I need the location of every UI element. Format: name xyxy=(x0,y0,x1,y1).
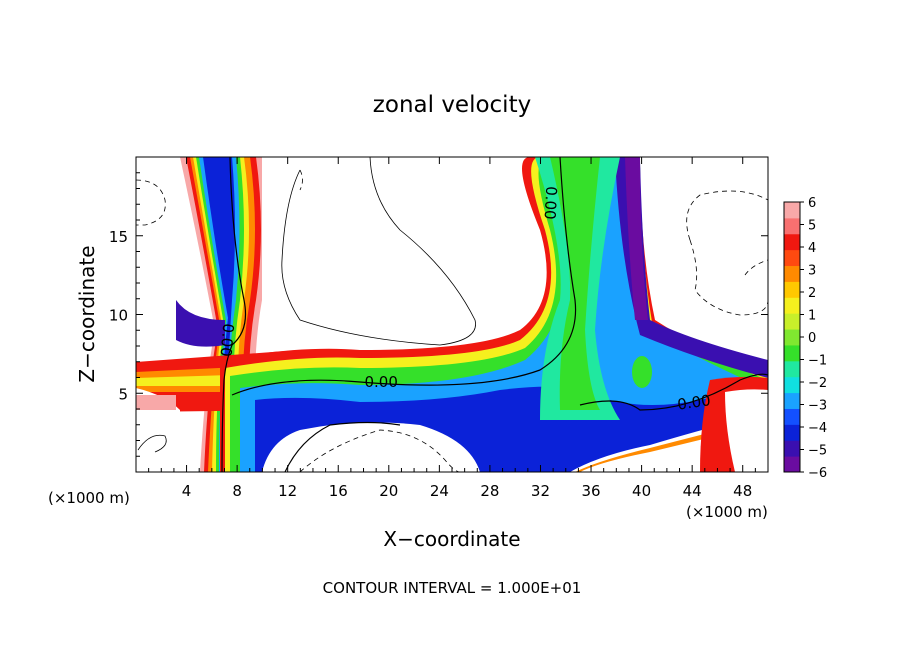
colorbar-swatch xyxy=(784,344,800,362)
x-axis-label: X−coordinate xyxy=(383,527,520,551)
velocity-field xyxy=(136,157,768,472)
colorbar-swatch xyxy=(784,281,800,298)
x-unit-right-label: (×1000 m) xyxy=(686,503,768,521)
colorbar-tick-label: 5 xyxy=(808,219,816,234)
colorbar-tick-label: 0 xyxy=(808,331,816,346)
colorbar-swatch xyxy=(784,249,800,267)
colorbar-swatch xyxy=(784,456,800,473)
colorbar-tick-label: −3 xyxy=(808,399,827,414)
colorbar-tick-label: −5 xyxy=(808,444,827,459)
x-tick-label: 40 xyxy=(632,482,651,500)
colorbar-swatch xyxy=(784,202,800,219)
colorbar-swatch xyxy=(784,297,800,314)
colorbar-swatch xyxy=(784,360,800,378)
colorbar-swatch xyxy=(784,217,800,235)
x-tick-label: 28 xyxy=(480,482,499,500)
colorbar-swatch xyxy=(784,265,800,282)
y-axis-label: Z−coordinate xyxy=(75,245,99,382)
y-tick-label: 5 xyxy=(118,385,128,403)
x-tick-label: 20 xyxy=(379,482,398,500)
x-tick-label: 32 xyxy=(531,482,550,500)
y-tick-label: 15 xyxy=(109,228,128,246)
colorbar-tick-label: 1 xyxy=(808,309,816,324)
colorbar: 6 5 4 3 2 1 0 −1 −2 −3 −4 −5 −6 xyxy=(783,196,827,481)
colorbar-swatch xyxy=(784,233,800,251)
colorbar-swatch xyxy=(784,408,800,425)
x-tick-label: 16 xyxy=(329,482,348,500)
contour-label: 0.00 xyxy=(541,186,561,220)
colorbar-tick-label: 6 xyxy=(808,196,816,211)
colorbar-tick-label: 4 xyxy=(808,241,816,256)
colorbar-tick-label: −4 xyxy=(808,421,827,436)
colorbar-tick-label: 2 xyxy=(808,286,816,301)
chart-title: zonal velocity xyxy=(373,92,531,118)
x-tick-label: 8 xyxy=(232,482,242,500)
x-tick-label: 44 xyxy=(683,482,702,500)
colorbar-tick-label: 3 xyxy=(808,264,816,279)
colorbar-swatch xyxy=(784,376,800,394)
colorbar-swatch xyxy=(784,392,800,409)
contour-label: 0.00 xyxy=(365,373,398,391)
x-tick-label: 4 xyxy=(182,482,192,500)
colorbar-swatch xyxy=(784,424,800,441)
x-tick-label: 24 xyxy=(430,482,449,500)
colorbar-swatch xyxy=(784,440,800,457)
x-tick-label: 12 xyxy=(278,482,297,500)
colorbar-tick-label: −1 xyxy=(808,354,827,369)
x-tick-label: 36 xyxy=(581,482,600,500)
contour-label: 0.00 xyxy=(676,391,712,413)
x-tick-label: 48 xyxy=(733,482,752,500)
colorbar-swatch xyxy=(784,329,800,346)
colorbar-tick-label: −2 xyxy=(808,376,827,391)
y-tick-label: 10 xyxy=(109,307,128,325)
contour-interval-note: CONTOUR INTERVAL = 1.000E+01 xyxy=(323,579,582,597)
colorbar-swatch xyxy=(784,313,800,330)
contour-label: 0.00 xyxy=(217,323,238,358)
colorbar-tick-label: −6 xyxy=(808,466,827,481)
x-unit-left-label: (×1000 m) xyxy=(48,489,130,507)
